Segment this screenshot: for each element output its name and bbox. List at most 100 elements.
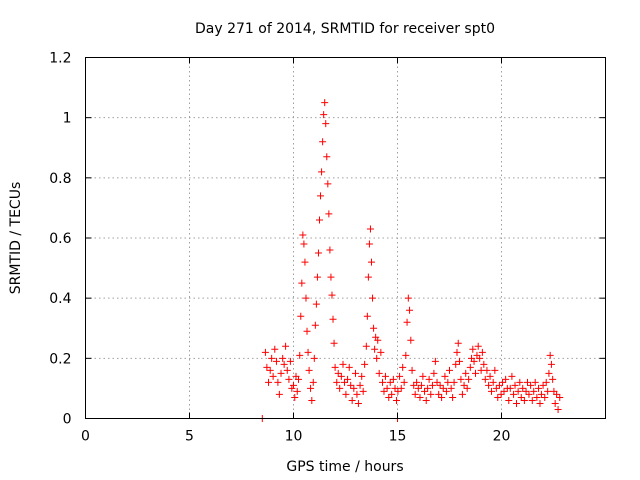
data-point (402, 351, 410, 359)
points-layer (258, 99, 564, 422)
data-point (307, 384, 315, 392)
data-point (302, 294, 310, 302)
data-point (465, 375, 473, 383)
data-point (427, 390, 435, 398)
data-point (314, 249, 322, 257)
y-tick-label: 0.8 (49, 171, 71, 187)
data-point (310, 354, 318, 362)
data-point (542, 378, 550, 386)
data-point (410, 381, 418, 389)
data-point (272, 357, 280, 365)
data-point (337, 372, 345, 380)
data-point (319, 138, 327, 146)
data-point (404, 294, 412, 302)
data-point (394, 387, 402, 395)
data-point (414, 384, 422, 392)
data-point (339, 360, 347, 368)
data-point (266, 366, 274, 374)
data-point (428, 381, 436, 389)
data-point (325, 210, 333, 218)
data-point (533, 393, 541, 401)
data-point (495, 381, 503, 389)
data-point (421, 387, 429, 395)
data-point (371, 345, 379, 353)
data-point (546, 351, 554, 359)
data-point (317, 192, 325, 200)
data-point (492, 384, 500, 392)
y-tick-label: 1 (63, 111, 72, 127)
data-point (511, 381, 519, 389)
data-point (356, 381, 364, 389)
data-point (535, 384, 543, 392)
data-point (455, 357, 463, 365)
data-point (300, 240, 308, 248)
data-point (279, 354, 287, 362)
data-point (480, 360, 488, 368)
data-point (369, 294, 377, 302)
data-point (265, 378, 273, 386)
data-point (525, 390, 533, 398)
data-point (549, 375, 557, 383)
data-point (478, 348, 486, 356)
data-point (544, 387, 552, 395)
data-point (377, 348, 385, 356)
data-point (446, 366, 453, 374)
data-point (436, 381, 444, 389)
data-point (386, 378, 394, 386)
data-point (425, 375, 433, 383)
data-point (470, 357, 478, 365)
data-point (447, 384, 455, 392)
data-point (403, 318, 411, 326)
data-point (321, 99, 329, 107)
data-point (514, 387, 522, 395)
data-point (453, 348, 461, 356)
data-point (361, 360, 369, 368)
data-point (500, 387, 508, 395)
data-point (551, 399, 559, 407)
data-point (348, 396, 356, 404)
data-point (411, 390, 419, 398)
data-point (512, 399, 520, 407)
data-point (435, 390, 443, 398)
data-point (388, 390, 396, 398)
data-point (304, 348, 312, 356)
data-point (407, 336, 415, 344)
data-point (541, 393, 549, 401)
data-point (297, 312, 305, 320)
data-point (486, 372, 494, 380)
x-tick-label: 15 (389, 429, 407, 445)
data-point (362, 342, 370, 350)
data-point (285, 375, 293, 383)
data-point (291, 393, 299, 401)
data-point (502, 375, 510, 383)
data-point (553, 390, 561, 398)
data-point (334, 369, 342, 377)
data-point (274, 378, 282, 386)
data-point (374, 336, 382, 344)
data-point (268, 354, 276, 362)
x-tick-label: 20 (493, 429, 511, 445)
data-point (497, 390, 505, 398)
data-point (441, 372, 449, 380)
data-point (510, 390, 518, 398)
data-point (491, 366, 499, 374)
data-point (323, 153, 331, 161)
data-point (399, 363, 407, 371)
data-point (528, 396, 536, 404)
data-point (417, 381, 425, 389)
data-point (353, 390, 361, 398)
data-point (462, 369, 470, 377)
data-point (380, 387, 388, 395)
data-point (389, 375, 397, 383)
data-point (312, 300, 320, 308)
data-point (381, 372, 389, 380)
data-point (508, 372, 516, 380)
data-point (277, 369, 285, 377)
grid-layer (85, 57, 606, 419)
data-point (460, 381, 468, 389)
data-point (370, 324, 378, 332)
data-point (271, 345, 279, 353)
data-point (444, 378, 452, 386)
data-point (396, 372, 404, 380)
